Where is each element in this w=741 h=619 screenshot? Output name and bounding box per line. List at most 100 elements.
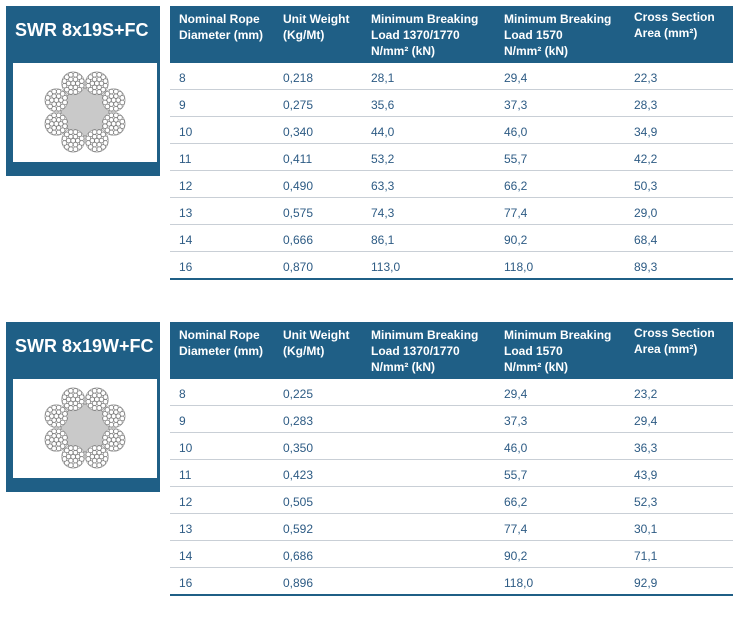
header-nominal-diameter: Nominal Rope Diameter (mm) <box>179 328 264 358</box>
cell-breaking-1570: 90,2 <box>504 549 528 563</box>
rope-type-title: SWR 8x19S+FC <box>15 20 149 40</box>
cell-cross-section: 92,9 <box>634 576 658 590</box>
cell-diameter: 16 <box>179 576 193 590</box>
header-nominal-diameter: Nominal Rope Diameter (mm) <box>179 12 264 42</box>
cell-cross-section: 42,2 <box>634 152 658 166</box>
table-row: 8 0,218 28,1 29,4 22,3 <box>170 63 733 90</box>
cell-breaking-1570: 37,3 <box>504 414 528 428</box>
cell-unit-weight: 0,218 <box>283 71 314 85</box>
rope-type-title: SWR 8x19W+FC <box>15 336 154 356</box>
cell-diameter: 13 <box>179 206 193 220</box>
table-row: 11 0,423 55,7 43,9 <box>170 460 733 487</box>
table-row: 9 0,275 35,6 37,3 28,3 <box>170 90 733 117</box>
cell-cross-section: 89,3 <box>634 260 658 274</box>
cell-diameter: 10 <box>179 125 193 139</box>
cell-unit-weight: 0,686 <box>283 549 314 563</box>
table-row: 14 0,666 86,1 90,2 68,4 <box>170 225 733 252</box>
cell-unit-weight: 0,350 <box>283 441 314 455</box>
cell-breaking-1570: 29,4 <box>504 71 528 85</box>
cell-cross-section: 23,2 <box>634 387 658 401</box>
cell-unit-weight: 0,505 <box>283 495 314 509</box>
cell-diameter: 8 <box>179 387 186 401</box>
cell-diameter: 9 <box>179 98 186 112</box>
cell-breaking-1370: 86,1 <box>371 233 395 247</box>
table-row: 13 0,592 77,4 30,1 <box>170 514 733 541</box>
header-min-breaking-1370-1770: Minimum Breaking Load 1370/1770 N/mm² (kN) <box>371 12 479 58</box>
rope-panel: SWR 8x19S+FC <box>6 6 160 176</box>
cell-diameter: 9 <box>179 414 186 428</box>
cell-diameter: 12 <box>179 495 193 509</box>
cell-unit-weight: 0,423 <box>283 468 314 482</box>
cell-cross-section: 28,3 <box>634 98 658 112</box>
cell-cross-section: 52,3 <box>634 495 658 509</box>
table-row: 14 0,686 90,2 71,1 <box>170 541 733 568</box>
rope-spec-table: Nominal Rope Diameter (mm) Unit Weight (Kg… <box>170 322 733 603</box>
cell-cross-section: 71,1 <box>634 549 658 563</box>
table-row: 10 0,340 44,0 46,0 34,9 <box>170 117 733 144</box>
cell-diameter: 11 <box>179 152 192 166</box>
cell-breaking-1570: 46,0 <box>504 125 528 139</box>
cell-breaking-1370: 35,6 <box>371 98 395 112</box>
cell-cross-section: 34,9 <box>634 125 658 139</box>
cell-breaking-1570: 77,4 <box>504 522 528 536</box>
cell-breaking-1370: 63,3 <box>371 179 395 193</box>
cell-diameter: 10 <box>179 441 193 455</box>
cell-diameter: 16 <box>179 260 193 274</box>
table-row: 16 0,896 118,0 92,9 <box>170 568 733 596</box>
rope-cross-section-image <box>13 379 157 478</box>
cell-breaking-1570: 118,0 <box>504 576 534 590</box>
rope-panel: SWR 8x19W+FC <box>6 322 160 492</box>
cell-breaking-1570: 118,0 <box>504 260 534 274</box>
cell-cross-section: 22,3 <box>634 71 658 85</box>
cell-unit-weight: 0,666 <box>283 233 314 247</box>
table-header: Nominal Rope Diameter (mm) Unit Weight (Kg… <box>170 6 733 63</box>
cell-unit-weight: 0,275 <box>283 98 314 112</box>
table-row: 10 0,350 46,0 36,3 <box>170 433 733 460</box>
cell-breaking-1570: 77,4 <box>504 206 528 220</box>
table-header: Nominal Rope Diameter (mm) Unit Weight (Kg… <box>170 322 733 379</box>
table-row: 16 0,870 113,0 118,0 89,3 <box>170 252 733 280</box>
cell-cross-section: 43,9 <box>634 468 658 482</box>
cell-breaking-1570: 55,7 <box>504 468 528 482</box>
rope-spec-table: Nominal Rope Diameter (mm) Unit Weight (Kg… <box>170 6 733 287</box>
cell-diameter: 14 <box>179 549 193 563</box>
cell-diameter: 11 <box>179 468 192 482</box>
header-cross-section: Cross Section Area (mm²) <box>634 326 715 356</box>
table-row: 11 0,411 53,2 55,7 42,2 <box>170 144 733 171</box>
cell-breaking-1370: 28,1 <box>371 71 395 85</box>
cell-unit-weight: 0,225 <box>283 387 314 401</box>
cell-cross-section: 29,0 <box>634 206 658 220</box>
cell-unit-weight: 0,592 <box>283 522 314 536</box>
header-min-breaking-1570: Minimum Breaking Load 1570 N/mm² (kN) <box>504 328 612 374</box>
rope-cross-section-image <box>13 63 157 162</box>
table-row: 9 0,283 37,3 29,4 <box>170 406 733 433</box>
cell-breaking-1570: 29,4 <box>504 387 528 401</box>
cell-unit-weight: 0,870 <box>283 260 314 274</box>
cell-breaking-1370: 44,0 <box>371 125 395 139</box>
cell-unit-weight: 0,896 <box>283 576 314 590</box>
cell-cross-section: 29,4 <box>634 414 658 428</box>
cell-cross-section: 30,1 <box>634 522 658 536</box>
cell-unit-weight: 0,575 <box>283 206 314 220</box>
cell-breaking-1570: 66,2 <box>504 495 528 509</box>
cell-unit-weight: 0,340 <box>283 125 314 139</box>
cell-breaking-1570: 90,2 <box>504 233 528 247</box>
table-row: 13 0,575 74,3 77,4 29,0 <box>170 198 733 225</box>
cell-cross-section: 68,4 <box>634 233 658 247</box>
cell-unit-weight: 0,490 <box>283 179 314 193</box>
cell-unit-weight: 0,283 <box>283 414 314 428</box>
cell-breaking-1370: 53,2 <box>371 152 395 166</box>
header-min-breaking-1570: Minimum Breaking Load 1570 N/mm² (kN) <box>504 12 612 58</box>
header-unit-weight: Unit Weight (Kg/Mt) <box>283 328 350 358</box>
cell-diameter: 8 <box>179 71 186 85</box>
cell-breaking-1370: 74,3 <box>371 206 395 220</box>
header-unit-weight: Unit Weight (Kg/Mt) <box>283 12 350 42</box>
cell-unit-weight: 0,411 <box>283 152 313 166</box>
table-row: 8 0,225 29,4 23,2 <box>170 379 733 406</box>
header-min-breaking-1370-1770: Minimum Breaking Load 1370/1770 N/mm² (kN) <box>371 328 479 374</box>
cell-cross-section: 36,3 <box>634 441 658 455</box>
cell-breaking-1570: 55,7 <box>504 152 528 166</box>
cell-breaking-1570: 66,2 <box>504 179 528 193</box>
cell-breaking-1570: 46,0 <box>504 441 528 455</box>
cell-breaking-1370: 113,0 <box>371 260 401 274</box>
